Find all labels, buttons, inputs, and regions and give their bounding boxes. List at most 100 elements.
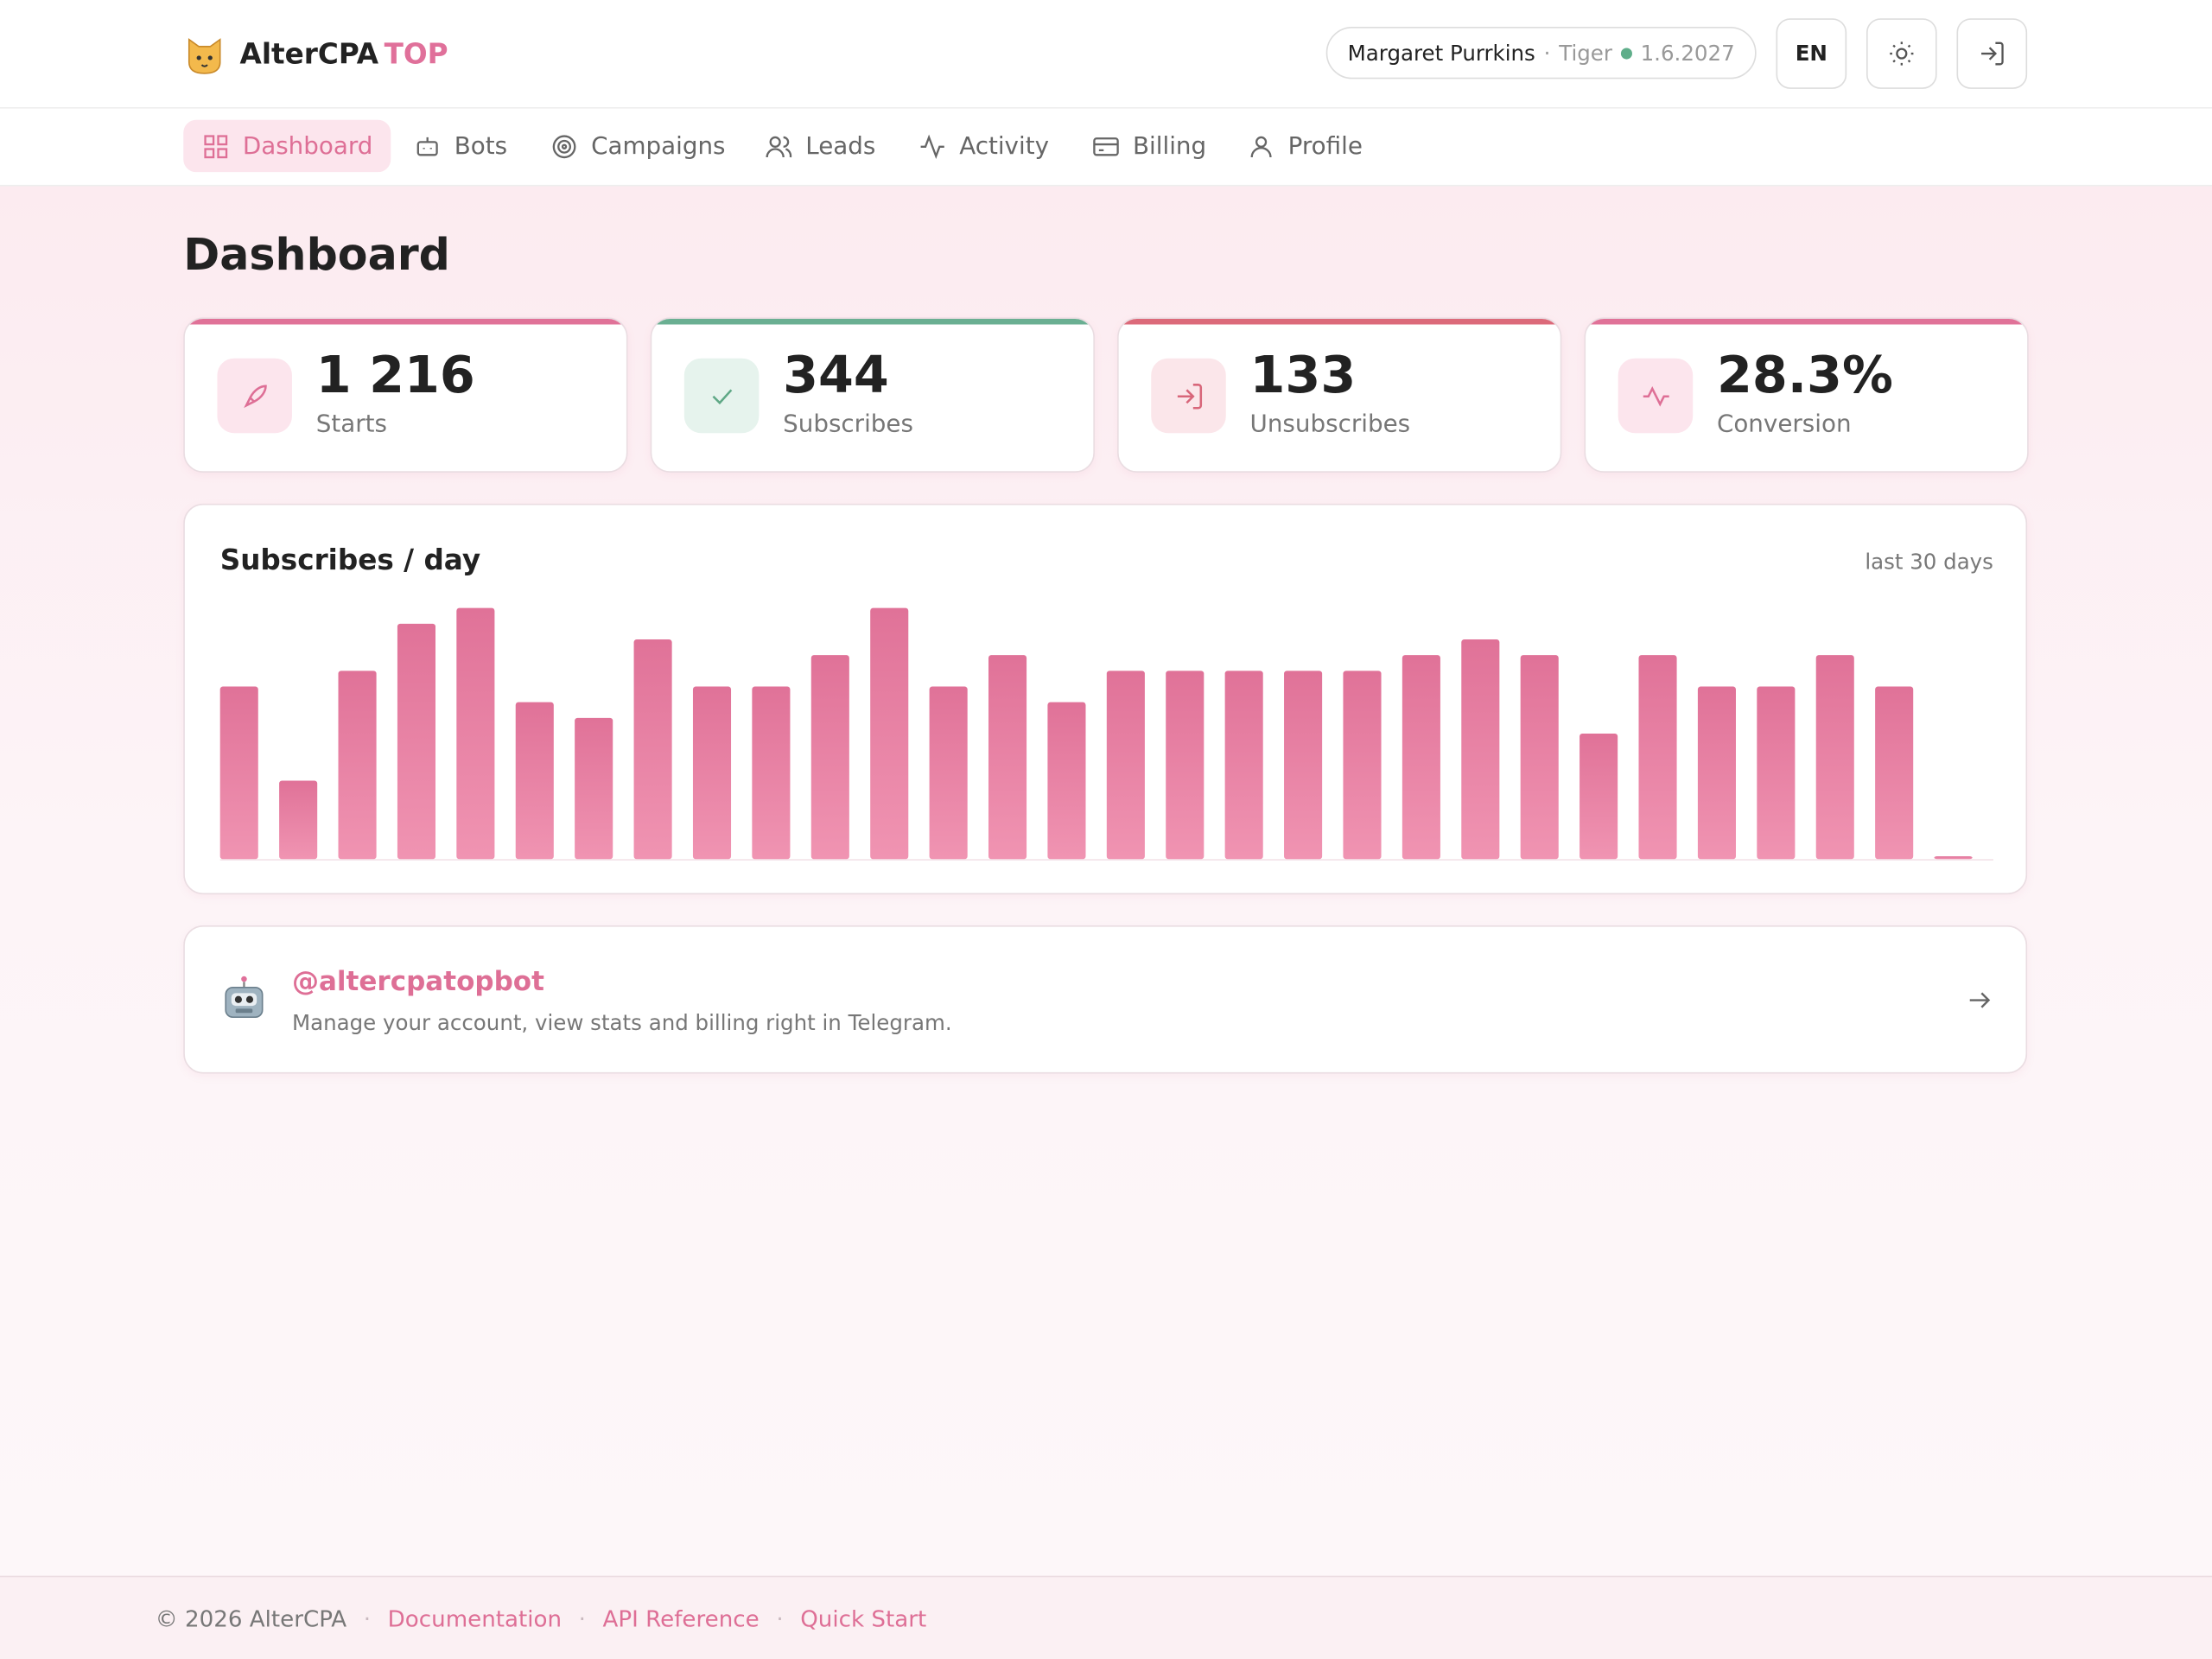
chart-card: Subscribes / day last 30 days — [183, 503, 2028, 895]
bar — [1402, 655, 1440, 860]
bar — [1638, 655, 1677, 860]
nav-icon — [416, 137, 438, 156]
robot-icon — [225, 976, 264, 1018]
chart-title: Subscribes / day — [220, 543, 480, 576]
plan: Tiger — [1559, 40, 1612, 66]
footer-link[interactable]: Quick Start — [800, 1605, 927, 1632]
kpi-card: 344 Subscribes — [650, 317, 1095, 473]
footer-link[interactable]: API Reference — [602, 1605, 760, 1632]
nav-icon — [1250, 135, 1272, 157]
bar — [1875, 686, 1914, 860]
arrow-icon — [1969, 992, 1991, 1008]
separator: · — [776, 1605, 784, 1632]
bot-handle[interactable]: @altercpatopbot — [291, 966, 544, 998]
logout-icon — [1981, 41, 2004, 66]
brand[interactable]: AlterCPA TOP — [240, 36, 448, 70]
bar — [1934, 856, 1973, 860]
kpi-label: Unsubscribes — [1249, 410, 1411, 439]
bar — [929, 686, 968, 860]
nav-item[interactable]: Leads — [747, 120, 894, 172]
nav-icon — [552, 134, 576, 158]
nav-label: Bots — [454, 131, 508, 161]
kpi-value: 344 — [783, 346, 889, 405]
chart: Subscribes / day last 30 days — [219, 543, 1993, 861]
bar — [219, 686, 258, 860]
bar — [397, 623, 435, 860]
logout-button[interactable] — [1956, 18, 2028, 89]
bar — [575, 717, 613, 860]
bar — [515, 702, 554, 860]
nav-item[interactable]: Profile — [1229, 120, 1381, 172]
nav-icon — [1093, 137, 1119, 156]
kpi-label: Subscribes — [783, 410, 913, 439]
nav-icon — [766, 135, 792, 157]
nav-label: Dashboard — [242, 131, 373, 161]
bar — [752, 686, 791, 860]
kpi-value: 1 216 — [315, 346, 475, 405]
bar — [456, 607, 495, 860]
separator: · — [363, 1605, 372, 1632]
kpi-value: 28.3% — [1716, 346, 1893, 405]
nav-label: Profile — [1287, 131, 1363, 161]
bar — [1757, 686, 1796, 860]
kpi-icon — [1618, 358, 1694, 434]
bar — [870, 607, 909, 860]
nav-item[interactable]: Bots — [395, 120, 525, 172]
kpi-card: 133 Unsubscribes — [1117, 317, 1562, 473]
language: EN — [1795, 41, 1827, 67]
bar — [1284, 671, 1323, 860]
nav-item[interactable]: Campaigns — [532, 120, 744, 172]
bar — [1343, 671, 1382, 860]
brand-accent: TOP — [384, 36, 448, 71]
bar — [1815, 655, 1854, 860]
sun-icon — [1890, 41, 1914, 66]
bot-description: Manage your account, view stats and bill… — [291, 1009, 952, 1036]
bar — [1166, 671, 1205, 860]
nav-item[interactable]: Activity — [900, 120, 1068, 172]
kpi-icon — [1151, 358, 1226, 434]
bar — [633, 639, 672, 860]
brand-name: AlterCPA — [239, 36, 379, 71]
nav-icon — [920, 133, 944, 159]
kpi-accent — [184, 318, 626, 325]
footer-link[interactable]: Documentation — [387, 1605, 563, 1632]
language-button[interactable]: EN — [1776, 18, 1847, 89]
bar — [1520, 655, 1559, 860]
separator: · — [1543, 40, 1551, 66]
bar — [1580, 733, 1618, 860]
bot-card[interactable]: @altercpatopbot Manage your account, vie… — [183, 925, 2028, 1074]
chart-subtitle: last 30 days — [1865, 549, 1993, 574]
bar — [692, 686, 732, 860]
nav-label: Billing — [1133, 131, 1207, 161]
bar — [1106, 671, 1145, 860]
nav-label: Activity — [959, 131, 1050, 161]
expires: 1.6.2027 — [1640, 40, 1735, 66]
footer: © 2026 AlterCPA · Documentation · API Re… — [0, 1575, 2212, 1659]
nav-item[interactable]: Dashboard — [183, 119, 391, 173]
kpi-accent — [1586, 318, 2028, 325]
kpi-accent — [652, 318, 1094, 325]
kpi-icon — [683, 358, 760, 434]
status-dot — [1620, 47, 1632, 59]
bar — [338, 671, 377, 860]
page-title: Dashboard — [183, 230, 450, 281]
kpi-value: 133 — [1249, 346, 1357, 405]
nav-label: Leads — [805, 131, 876, 161]
bar — [279, 780, 318, 860]
kpi-label: Conversion — [1716, 410, 1852, 439]
kpi-label: Starts — [315, 410, 387, 439]
kpi-icon — [217, 358, 292, 434]
bar — [1224, 671, 1263, 860]
nav-item[interactable]: Billing — [1073, 120, 1224, 172]
brand-logo[interactable] — [183, 34, 226, 76]
user-pill[interactable]: Margaret Purrkins · Tiger 1.6.2027 — [1325, 27, 1757, 79]
kpi-card: 1 216 Starts — [183, 317, 628, 473]
bar — [988, 655, 1027, 860]
user-name: Margaret Purrkins — [1347, 40, 1535, 66]
bar — [1461, 639, 1500, 860]
theme-button[interactable] — [1866, 18, 1937, 89]
copyright: © 2026 AlterCPA — [155, 1605, 347, 1632]
